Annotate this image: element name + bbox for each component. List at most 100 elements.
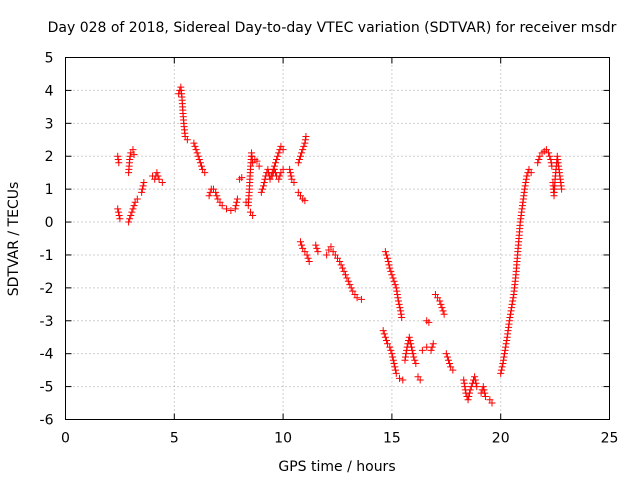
y-tick-label: 1 — [45, 182, 54, 198]
data-point — [499, 360, 507, 368]
data-point — [114, 152, 122, 160]
data-point — [298, 241, 306, 249]
data-point — [294, 159, 302, 167]
data-point — [407, 340, 415, 348]
data-point — [233, 195, 241, 203]
data-point — [346, 281, 354, 289]
data-point — [270, 165, 278, 173]
data-point — [304, 254, 312, 262]
data-point — [428, 343, 436, 351]
y-tick-labels: 5 4 3 2 1 0 -1 -2 -3 -4 -5 -6 — [40, 51, 54, 429]
data-point — [139, 182, 147, 190]
data-point — [466, 386, 474, 394]
data-point — [393, 290, 401, 298]
data-point — [386, 343, 394, 351]
data-point — [301, 139, 309, 147]
data-point — [534, 159, 542, 167]
data-point — [128, 208, 136, 216]
data-point — [380, 330, 388, 338]
data-point — [407, 343, 415, 351]
x-tick-label: 10 — [274, 431, 292, 447]
data-point — [125, 218, 133, 226]
data-point — [401, 356, 409, 364]
data-point — [344, 277, 352, 285]
data-point — [297, 238, 305, 246]
data-point — [396, 304, 404, 312]
data-point — [287, 172, 295, 180]
data-point — [388, 350, 396, 358]
data-point — [381, 333, 389, 341]
data-point — [327, 243, 335, 251]
data-point — [472, 379, 480, 387]
data-point — [412, 360, 420, 368]
data-point — [114, 205, 122, 213]
y-axis-label: SDTVAR / TECUs — [6, 182, 22, 297]
data-point — [300, 142, 308, 150]
data-point — [388, 271, 396, 279]
data-point — [488, 399, 496, 407]
data-point — [212, 188, 220, 196]
data-point — [394, 294, 402, 302]
data-point — [129, 146, 137, 154]
data-point — [305, 258, 313, 266]
data-point — [501, 346, 509, 354]
data-point — [275, 175, 283, 183]
data-point — [154, 172, 162, 180]
data-point — [392, 366, 400, 374]
data-point — [461, 383, 469, 391]
data-point — [392, 369, 400, 377]
data-point — [260, 182, 268, 190]
data-point — [357, 295, 365, 303]
data-point — [546, 152, 554, 160]
data-point — [390, 360, 398, 368]
data-point — [392, 284, 400, 292]
data-point — [299, 146, 307, 154]
data-point — [545, 149, 553, 157]
data-point — [389, 356, 397, 364]
x-tick-label: 25 — [601, 431, 619, 447]
data-point — [190, 139, 198, 147]
data-point — [387, 267, 395, 275]
data-point — [481, 389, 489, 397]
data-point — [114, 208, 122, 216]
data-point — [480, 386, 488, 394]
data-point — [416, 376, 424, 384]
y-tick-label: -2 — [40, 281, 54, 297]
data-point — [323, 251, 331, 259]
data-point — [260, 179, 268, 187]
data-point — [438, 304, 446, 312]
data-point — [410, 353, 418, 361]
data-point — [337, 261, 345, 269]
data-point — [255, 162, 263, 170]
data-point — [505, 317, 513, 325]
data-point — [427, 346, 435, 354]
data-point — [249, 211, 257, 219]
data-point — [393, 287, 401, 295]
data-point — [394, 297, 402, 305]
data-point — [406, 337, 414, 345]
data-point — [191, 142, 199, 150]
data-point — [498, 363, 506, 371]
data-point — [194, 152, 202, 160]
data-point — [471, 373, 479, 381]
data-point — [116, 215, 124, 223]
data-point — [313, 244, 321, 252]
data-point — [446, 360, 454, 368]
axis-ticks — [65, 57, 610, 420]
data-point — [397, 307, 405, 315]
data-point — [286, 169, 294, 177]
data-point — [391, 281, 399, 289]
data-point — [298, 149, 306, 157]
data-point — [481, 392, 489, 400]
data-point — [386, 264, 394, 272]
data-point — [499, 356, 507, 364]
data-point — [258, 185, 266, 193]
data-point — [473, 383, 481, 391]
y-tick-label: 3 — [45, 116, 54, 132]
data-point — [279, 165, 287, 173]
grid-lines — [65, 57, 610, 420]
data-point — [395, 300, 403, 308]
data-point — [440, 310, 448, 318]
data-point — [303, 251, 311, 259]
data-point — [253, 157, 261, 165]
